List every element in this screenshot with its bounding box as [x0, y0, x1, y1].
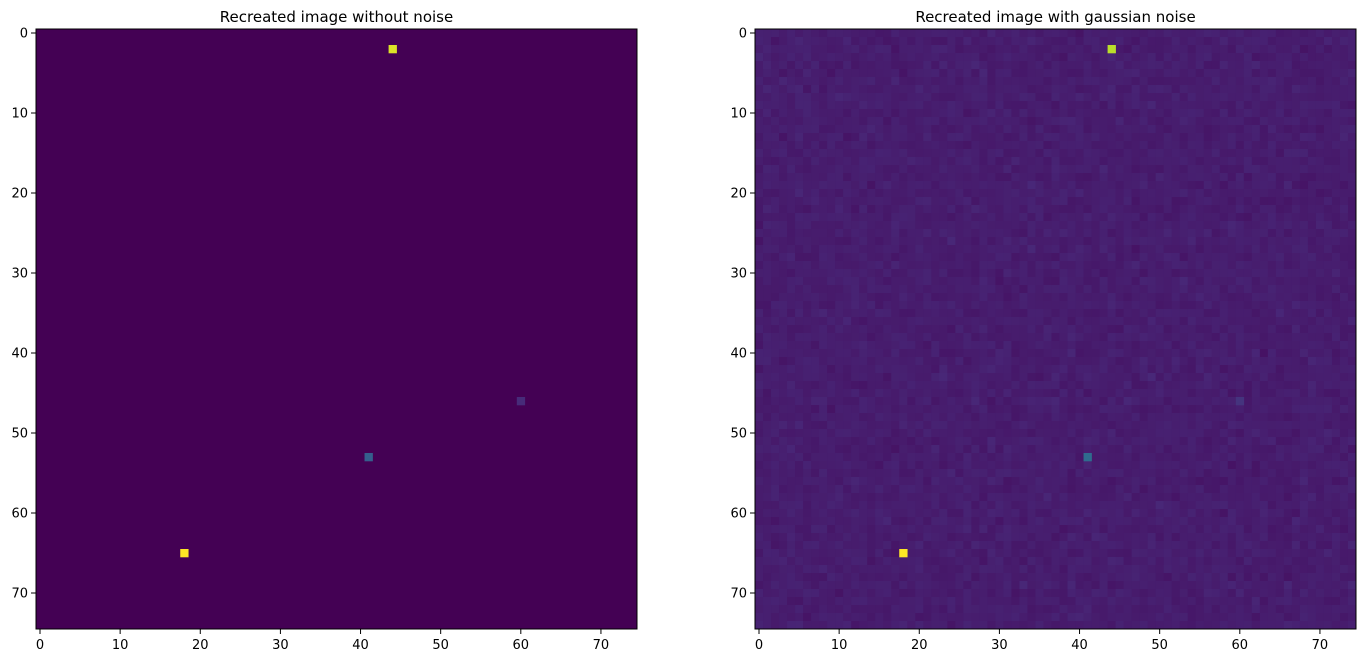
y-tick-label: 10	[730, 107, 747, 122]
x-tick-label: 50	[1151, 638, 1168, 653]
y-tick-label: 10	[11, 107, 28, 122]
y-tick-label: 30	[730, 267, 747, 282]
chart-title: Recreated image with gaussian noise	[915, 8, 1195, 26]
x-tick-label: 30	[272, 638, 289, 653]
x-tick-label: 0	[36, 638, 44, 653]
x-tick-label: 60	[1232, 638, 1249, 653]
heatmap-cell	[1107, 45, 1116, 54]
x-tick-label: 10	[112, 638, 129, 653]
y-tick-label: 70	[730, 587, 747, 602]
y-tick-label: 60	[11, 507, 28, 522]
x-tick-label: 60	[513, 638, 530, 653]
y-tick-label: 50	[730, 427, 747, 442]
y-tick-label: 30	[11, 267, 28, 282]
heatmap-cell	[1083, 453, 1092, 462]
x-tick-label: 0	[755, 638, 763, 653]
heatmap-cell	[1235, 397, 1245, 406]
y-tick-label: 0	[20, 27, 28, 42]
x-tick-label: 20	[911, 638, 928, 653]
x-tick-label: 70	[1312, 638, 1329, 653]
heatmap-background	[36, 29, 637, 629]
y-tick-label: 70	[11, 587, 28, 602]
x-tick-label: 40	[352, 638, 369, 653]
axes-frame	[35, 28, 638, 630]
x-tick-label: 50	[432, 638, 449, 653]
y-tick-label: 20	[11, 187, 28, 202]
x-tick-label: 10	[831, 638, 848, 653]
heatmap-cell	[899, 549, 908, 558]
y-tick-label: 40	[730, 347, 747, 362]
x-tick-label: 40	[1071, 638, 1088, 653]
y-tick-label: 0	[739, 27, 747, 42]
x-tick-label: 20	[192, 638, 209, 653]
y-tick-label: 60	[730, 507, 747, 522]
x-tick-label: 30	[991, 638, 1008, 653]
heatmap-cell	[516, 397, 526, 406]
heatmap-cell	[388, 45, 397, 54]
chart-2: 0 10 20 30 40 50 60 70 0 10 20 30 40 50 60 70 Recreated …	[730, 8, 1357, 653]
noise-layer	[755, 29, 1357, 630]
y-tick-label: 20	[730, 187, 747, 202]
heatmap-cell	[180, 549, 189, 558]
chart-title: Recreated image without noise	[220, 8, 453, 26]
chart-1: 0 10 20 30 40 50 60 70 0 10 20 30 40 50 60 70 Recreated …	[11, 8, 638, 653]
y-tick-label: 50	[11, 427, 28, 442]
x-tick-label: 70	[593, 638, 610, 653]
heatmap-cell	[364, 453, 373, 462]
axes-frame	[754, 28, 1357, 630]
y-tick-label: 40	[11, 347, 28, 362]
